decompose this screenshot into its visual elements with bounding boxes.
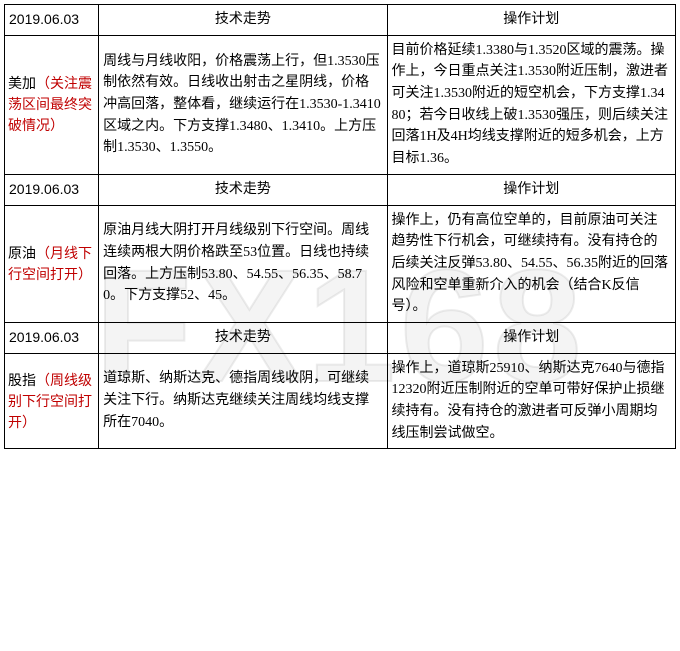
instrument-label: 股指（周线级别下行空间打开） <box>5 353 99 449</box>
plan-cell: 操作上，道琼斯25910、纳斯达克7640与德指12320附近压制附近的空单可带… <box>387 353 675 449</box>
instrument-name: 股指 <box>8 372 36 388</box>
col-header-trend: 技术走势 <box>99 5 387 36</box>
col-header-trend: 技术走势 <box>99 322 387 353</box>
analysis-table: 2019.06.03 技术走势 操作计划 美加（关注震荡区间最终突破情况） 周线… <box>4 4 676 449</box>
date-cell: 2019.06.03 <box>5 5 99 36</box>
plan-cell: 操作上，仍有高位空单的，目前原油可关注趋势性下行机会，可继续持有。没有持仓的后续… <box>387 205 675 322</box>
trend-cell: 道琼斯、纳斯达克、德指周线收阴，可继续关注下行。纳斯达克继续关注周线均线支撑所在… <box>99 353 387 449</box>
instrument-label: 原油（月线下行空间打开） <box>5 205 99 322</box>
trend-cell: 原油月线大阴打开月线级别下行空间。周线连续两根大阴价格跌至53位置。日线也持续回… <box>99 205 387 322</box>
instrument-name: 美加 <box>8 75 36 91</box>
col-header-plan: 操作计划 <box>387 322 675 353</box>
instrument-label: 美加（关注震荡区间最终突破情况） <box>5 35 99 174</box>
trend-cell: 周线与月线收阳，价格震荡上行，但1.3530压制依然有效。日线收出射击之星阴线，… <box>99 35 387 174</box>
instrument-name: 原油 <box>8 245 36 261</box>
date-cell: 2019.06.03 <box>5 322 99 353</box>
date-cell: 2019.06.03 <box>5 174 99 205</box>
col-header-plan: 操作计划 <box>387 174 675 205</box>
col-header-trend: 技术走势 <box>99 174 387 205</box>
col-header-plan: 操作计划 <box>387 5 675 36</box>
plan-cell: 目前价格延续1.3380与1.3520区域的震荡。操作上，今日重点关注1.353… <box>387 35 675 174</box>
